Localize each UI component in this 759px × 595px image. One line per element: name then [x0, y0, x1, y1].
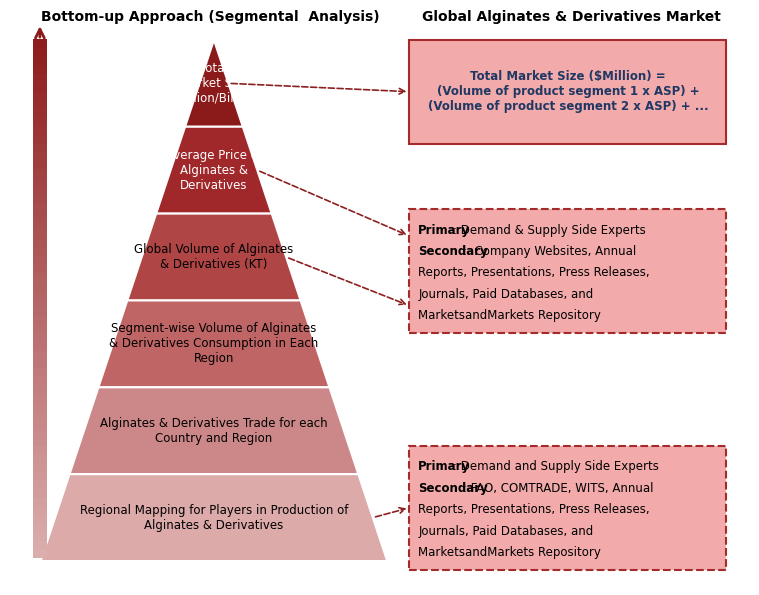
Text: Secondary: Secondary [418, 245, 488, 258]
Bar [33, 273, 46, 281]
Bar [33, 402, 46, 411]
Polygon shape [128, 214, 301, 300]
Text: Journals, Paid Databases, and: Journals, Paid Databases, and [418, 525, 594, 538]
Text: Alginates & Derivatives Trade for each
Country and Region: Alginates & Derivatives Trade for each C… [100, 416, 328, 444]
Text: : FAO, COMTRADE, WITS, Annual: : FAO, COMTRADE, WITS, Annual [463, 482, 653, 495]
Bar [33, 264, 46, 273]
Bar [33, 549, 46, 558]
FancyBboxPatch shape [409, 446, 726, 570]
Text: Reports, Presentations, Press Releases,: Reports, Presentations, Press Releases, [418, 267, 650, 280]
Bar [33, 203, 46, 212]
Bar [33, 471, 46, 480]
Text: MarketsandMarkets Repository: MarketsandMarkets Repository [418, 309, 601, 322]
Bar [33, 385, 46, 394]
Bar [33, 117, 46, 126]
Bar [33, 488, 46, 497]
FancyBboxPatch shape [409, 40, 726, 143]
Polygon shape [70, 387, 358, 474]
Text: Total Market Size ($Million) =
(Volume of product segment 1 x ASP) +
(Volume of : Total Market Size ($Million) = (Volume o… [427, 70, 708, 113]
Bar [33, 393, 46, 403]
Text: Journals, Paid Databases, and: Journals, Paid Databases, and [418, 288, 594, 301]
Polygon shape [156, 127, 272, 214]
Bar [33, 134, 46, 143]
Bar [33, 143, 46, 152]
Bar [33, 169, 46, 178]
Bar [33, 324, 46, 334]
Text: Reports, Presentations, Press Releases,: Reports, Presentations, Press Releases, [418, 503, 650, 516]
Bar [33, 368, 46, 377]
Bar [33, 523, 46, 532]
Bar [33, 186, 46, 195]
Bar [33, 212, 46, 221]
Polygon shape [99, 300, 329, 387]
Polygon shape [41, 474, 387, 561]
Text: : Demand & Supply Side Experts: : Demand & Supply Side Experts [453, 224, 646, 237]
Bar [33, 298, 46, 308]
Text: Global Alginates & Derivatives Market: Global Alginates & Derivatives Market [422, 10, 721, 24]
Bar [33, 238, 46, 247]
Bar [33, 83, 46, 92]
Bar [33, 255, 46, 264]
Bar [33, 152, 46, 161]
Bar [33, 480, 46, 489]
Bar [33, 454, 46, 463]
Bar [33, 246, 46, 256]
Text: Bottom-up Approach (Segmental  Analysis): Bottom-up Approach (Segmental Analysis) [41, 10, 380, 24]
Text: Primary: Primary [418, 224, 471, 237]
Bar [33, 411, 46, 420]
Bar [33, 100, 46, 109]
Bar [33, 195, 46, 204]
Bar [33, 376, 46, 386]
Bar [33, 514, 46, 524]
Bar [33, 91, 46, 101]
Bar [33, 350, 46, 359]
Text: Secondary: Secondary [418, 482, 488, 495]
Text: Average Price of
Alginates &
Derivatives: Average Price of Alginates & Derivatives [166, 149, 262, 192]
Bar [33, 437, 46, 446]
Text: Total
Market Size
$Million/Billion): Total Market Size $Million/Billion) [168, 62, 260, 105]
Bar [33, 65, 46, 74]
Bar [33, 229, 46, 239]
Bar [33, 48, 46, 57]
Text: MarketsandMarkets Repository: MarketsandMarkets Repository [418, 546, 601, 559]
Bar [33, 342, 46, 351]
FancyBboxPatch shape [409, 209, 726, 333]
Bar [33, 57, 46, 66]
Bar [33, 160, 46, 170]
Bar [33, 333, 46, 342]
Bar [33, 221, 46, 230]
Bar [33, 540, 46, 549]
Text: Segment-wise Volume of Alginates
& Derivatives Consumption in Each
Region: Segment-wise Volume of Alginates & Deriv… [109, 322, 319, 365]
Bar [33, 445, 46, 455]
Text: : Demand and Supply Side Experts: : Demand and Supply Side Experts [453, 461, 660, 474]
Bar [33, 307, 46, 317]
Bar [33, 177, 46, 187]
Text: :  Company Websites, Annual: : Company Websites, Annual [463, 245, 637, 258]
Bar [33, 316, 46, 325]
Bar [33, 290, 46, 299]
Polygon shape [185, 40, 243, 127]
Bar [33, 359, 46, 368]
Bar [33, 419, 46, 428]
Text: Global Volume of Alginates
& Derivatives (KT): Global Volume of Alginates & Derivatives… [134, 243, 294, 271]
Bar [33, 497, 46, 506]
Bar [33, 462, 46, 472]
Bar [33, 281, 46, 290]
Bar [33, 126, 46, 135]
Bar [33, 506, 46, 515]
Bar [33, 531, 46, 541]
Bar [33, 428, 46, 437]
Bar [33, 39, 46, 49]
Bar [33, 74, 46, 83]
Text: Primary: Primary [418, 461, 471, 474]
Bar [33, 108, 46, 118]
Text: Regional Mapping for Players in Production of
Alginates & Derivatives: Regional Mapping for Players in Producti… [80, 503, 348, 531]
